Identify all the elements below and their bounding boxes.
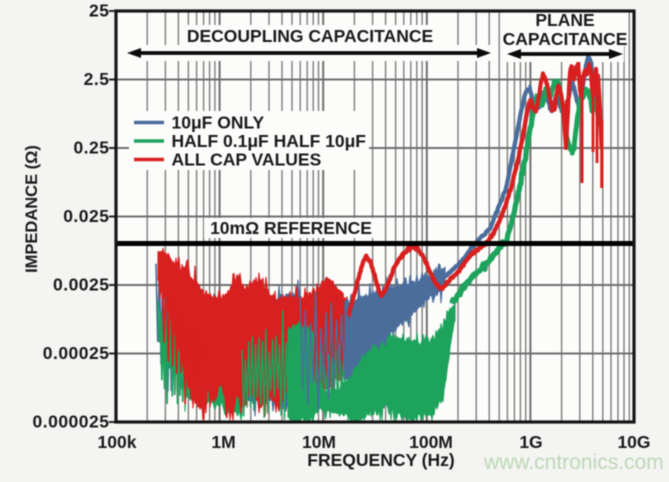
svg-text:100k: 100k xyxy=(98,432,137,452)
svg-text:10μF ONLY: 10μF ONLY xyxy=(172,113,265,133)
svg-text:10G: 10G xyxy=(617,432,650,452)
svg-text:0.025: 0.025 xyxy=(63,206,109,226)
svg-text:0.000025: 0.000025 xyxy=(33,412,110,432)
svg-text:1M: 1M xyxy=(211,432,235,452)
svg-text:10mΩ REFERENCE: 10mΩ REFERENCE xyxy=(210,218,372,238)
svg-text:0.25: 0.25 xyxy=(73,138,109,158)
svg-text:ALL CAP VALUES: ALL CAP VALUES xyxy=(172,150,322,170)
svg-text:25: 25 xyxy=(89,1,109,21)
svg-text:0.00025: 0.00025 xyxy=(43,343,110,363)
svg-text:HALF 0.1μF HALF 10μF: HALF 0.1μF HALF 10μF xyxy=(172,131,367,151)
svg-text:DECOUPLING CAPACITANCE: DECOUPLING CAPACITANCE xyxy=(187,26,433,46)
svg-text:FREQUENCY (Hz): FREQUENCY (Hz) xyxy=(307,450,454,470)
svg-text:PLANE: PLANE xyxy=(535,10,594,30)
svg-text:10M: 10M xyxy=(302,432,336,452)
svg-text:1G: 1G xyxy=(519,432,542,452)
svg-text:CAPACITANCE: CAPACITANCE xyxy=(503,29,628,49)
svg-text:100M: 100M xyxy=(409,432,453,452)
svg-text:2.5: 2.5 xyxy=(84,69,110,89)
svg-text:IMPEDANCE (Ω): IMPEDANCE (Ω) xyxy=(23,145,41,273)
svg-text:0.0025: 0.0025 xyxy=(53,275,110,295)
svg-text:www.cntronics.com: www.cntronics.com xyxy=(483,451,664,474)
